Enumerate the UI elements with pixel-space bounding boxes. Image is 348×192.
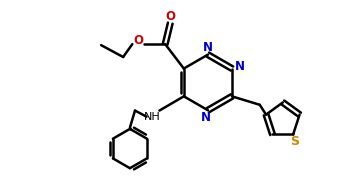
Text: N: N [203,41,213,54]
Text: N: N [201,111,211,124]
Text: NH: NH [144,112,161,122]
Text: O: O [165,10,175,23]
Text: O: O [133,34,143,47]
Text: N: N [235,60,244,73]
Text: S: S [290,135,299,148]
